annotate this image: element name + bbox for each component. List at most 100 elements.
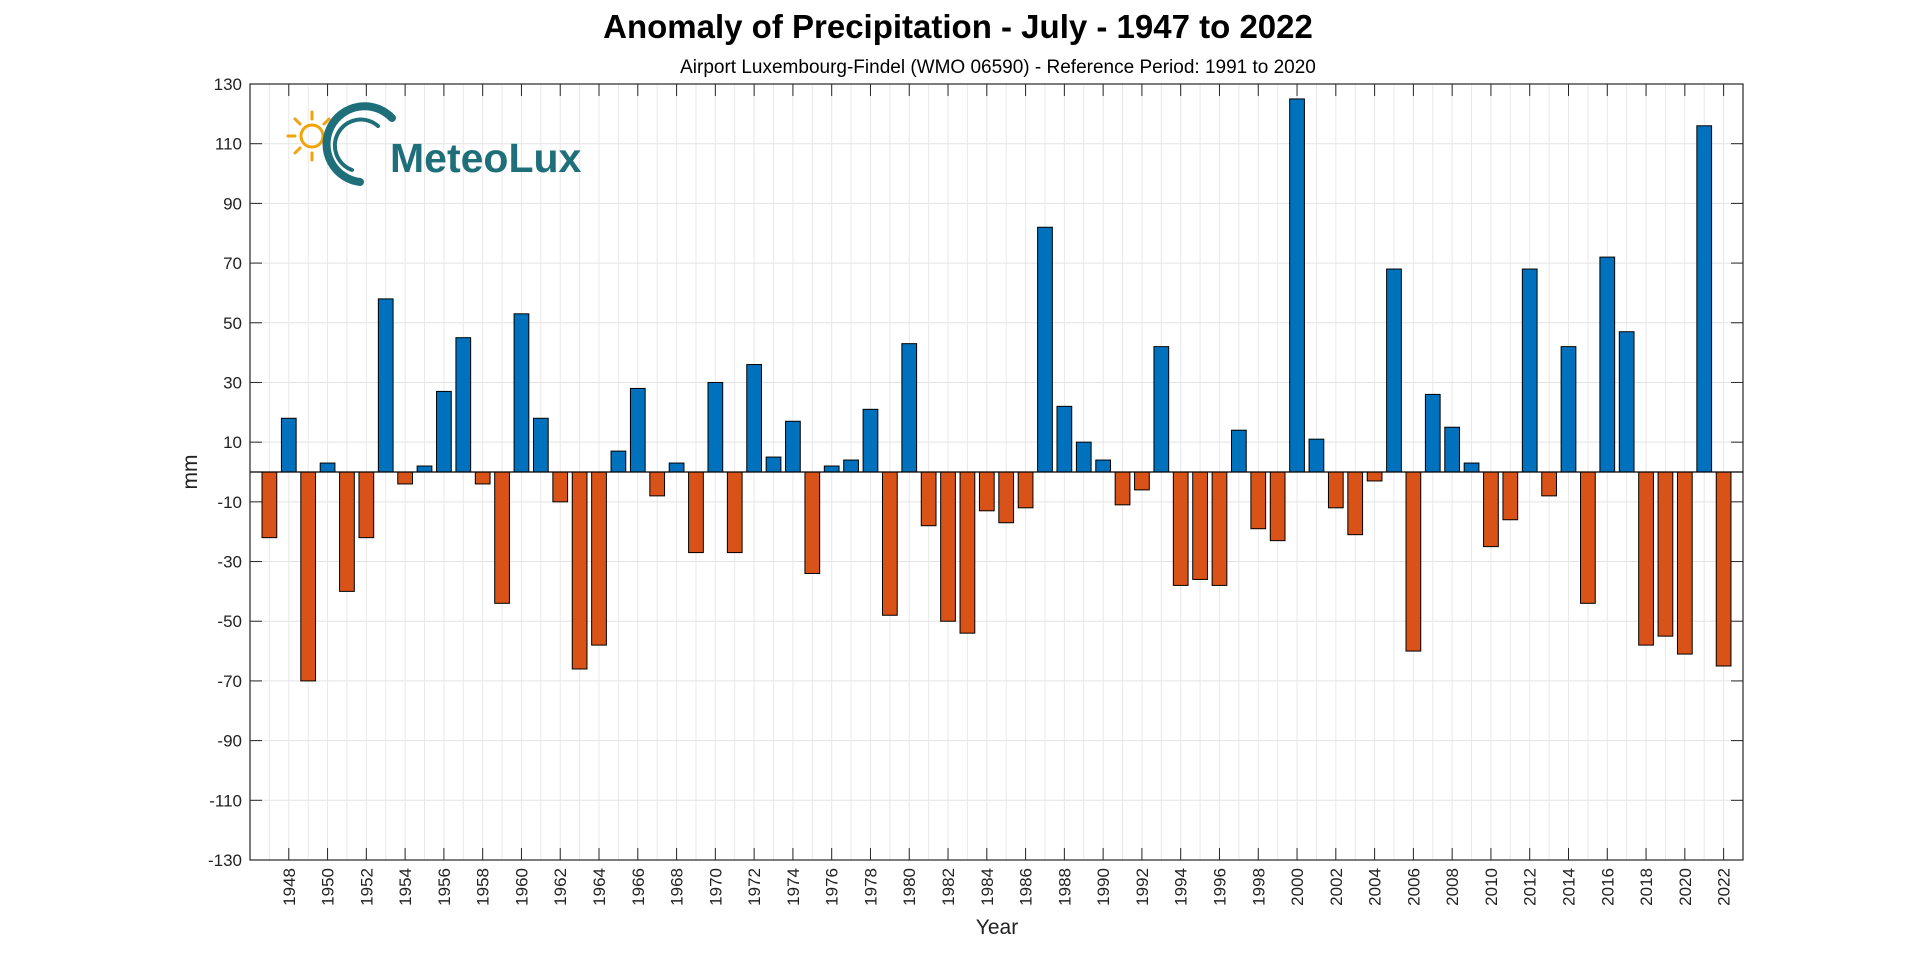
bar-1961 [532,417,549,473]
bar-1966 [629,387,646,473]
bar-1951 [339,471,355,592]
bar-1947 [261,471,278,539]
bar-1983 [959,471,976,634]
bar-2005 [1386,268,1402,473]
bar-1965 [610,450,627,473]
chart-subtitle: Airport Luxembourg-Findel (WMO 06590) - … [680,57,1316,78]
bar-1986 [1017,471,1034,509]
x-tick-labels: 1948 1950 1952 1954 1956 1958 1960 1962 1964 1966… [280,868,1734,906]
bar-2007 [1424,393,1441,473]
bar-2011 [1502,471,1519,521]
bar-2013 [1541,471,1557,497]
x-tick-label: 2018 [1637,868,1656,906]
y-tick-label: 50 [223,314,242,333]
y-tick-label: -110 [209,791,242,810]
bar-2018 [1638,471,1654,646]
x-tick-label: 1988 [1055,868,1074,906]
bar-1984 [978,471,995,512]
bar-2010 [1483,471,1499,548]
bar-2020 [1676,471,1693,655]
bar-1953 [377,298,394,473]
bar-1971 [726,471,743,554]
x-tick-label: 2022 [1715,868,1734,906]
bar-1969 [688,471,704,554]
sun-icon [286,110,331,162]
x-tick-label: 1960 [512,868,531,906]
bars [250,98,1743,682]
x-tick-label: 1978 [861,868,880,906]
x-tick-label: 1976 [823,868,842,906]
x-tick-label: 1984 [978,868,997,906]
logo-ring-icon [322,102,396,186]
y-tick-label: 90 [223,194,242,213]
bar-1991 [1114,471,1131,506]
bar-1992 [1134,471,1150,491]
bar-2015 [1580,471,1596,604]
x-tick-label: 1998 [1249,868,1268,906]
y-tick-label: -90 [217,732,242,751]
y-tick-labels: -130 -110 -90 -70 -50 -30 -10 10 30 50 70 90 110 130 [208,75,242,870]
bar-1952 [358,471,375,539]
y-tick-label: 110 [215,135,242,154]
bar-1955 [416,465,433,473]
bar-2002 [1327,471,1344,509]
logo-text: MeteoLux [390,135,582,181]
bar-1974 [785,420,801,473]
bar-2004 [1366,471,1383,482]
x-tick-label: 1958 [474,868,493,906]
y-tick-label: 70 [223,254,242,273]
bar-2012 [1521,268,1538,473]
x-tick-label: 1994 [1172,868,1191,906]
x-tick-label: 1964 [590,868,609,906]
y-axis-label: mm [179,455,202,490]
y-tick-label: -70 [217,672,242,691]
bar-2008 [1444,426,1461,473]
x-tick-label: 2020 [1676,868,1695,906]
bar-1950 [319,462,336,473]
bar-1985 [998,471,1015,524]
bar-1979 [881,471,898,616]
x-tick-label: 1982 [939,868,958,906]
y-tick-label: 130 [214,75,242,94]
bar-1996 [1211,471,1228,586]
x-tick-label: 1956 [435,868,454,906]
bar-1956 [436,390,452,473]
x-tick-label: 1950 [319,868,338,906]
x-tick-label: 1996 [1210,868,1229,906]
bar-1980 [901,343,918,473]
bar-2014 [1560,346,1577,473]
bar-1993 [1153,346,1170,473]
bar-1998 [1250,471,1267,530]
bar-1957 [455,337,472,473]
bar-2016 [1599,256,1616,473]
bar-2019 [1657,471,1674,637]
x-tick-label: 1992 [1133,868,1152,906]
bar-1959 [494,471,510,604]
bar-1982 [940,471,956,622]
bar-1964 [591,471,607,646]
bar-1989 [1075,441,1092,473]
x-tick-label: 1990 [1094,868,1113,906]
y-tick-label: 10 [223,433,242,452]
chart-title: Anomaly of Precipitation - July - 1947 t… [603,8,1313,45]
x-tick-label: 2006 [1404,868,1423,906]
bar-1973 [765,456,782,473]
y-tick-label: -30 [217,553,242,572]
bar-1978 [862,408,879,473]
x-tick-label: 1966 [629,868,648,906]
bar-1988 [1056,405,1073,473]
bar-1999 [1269,471,1286,542]
bar-2006 [1405,471,1422,652]
x-tick-label: 1970 [706,868,725,906]
x-tick-label: 1948 [280,868,299,906]
y-tick-label: -10 [217,493,242,512]
x-tick-label: 2012 [1521,868,1540,906]
bar-2009 [1463,462,1480,473]
x-tick-label: 1968 [668,868,687,906]
bar-1968 [668,462,685,473]
x-axis-label: Year [976,916,1018,939]
bar-1970 [707,381,724,473]
bar-1994 [1172,471,1189,586]
bar-2017 [1618,331,1635,473]
